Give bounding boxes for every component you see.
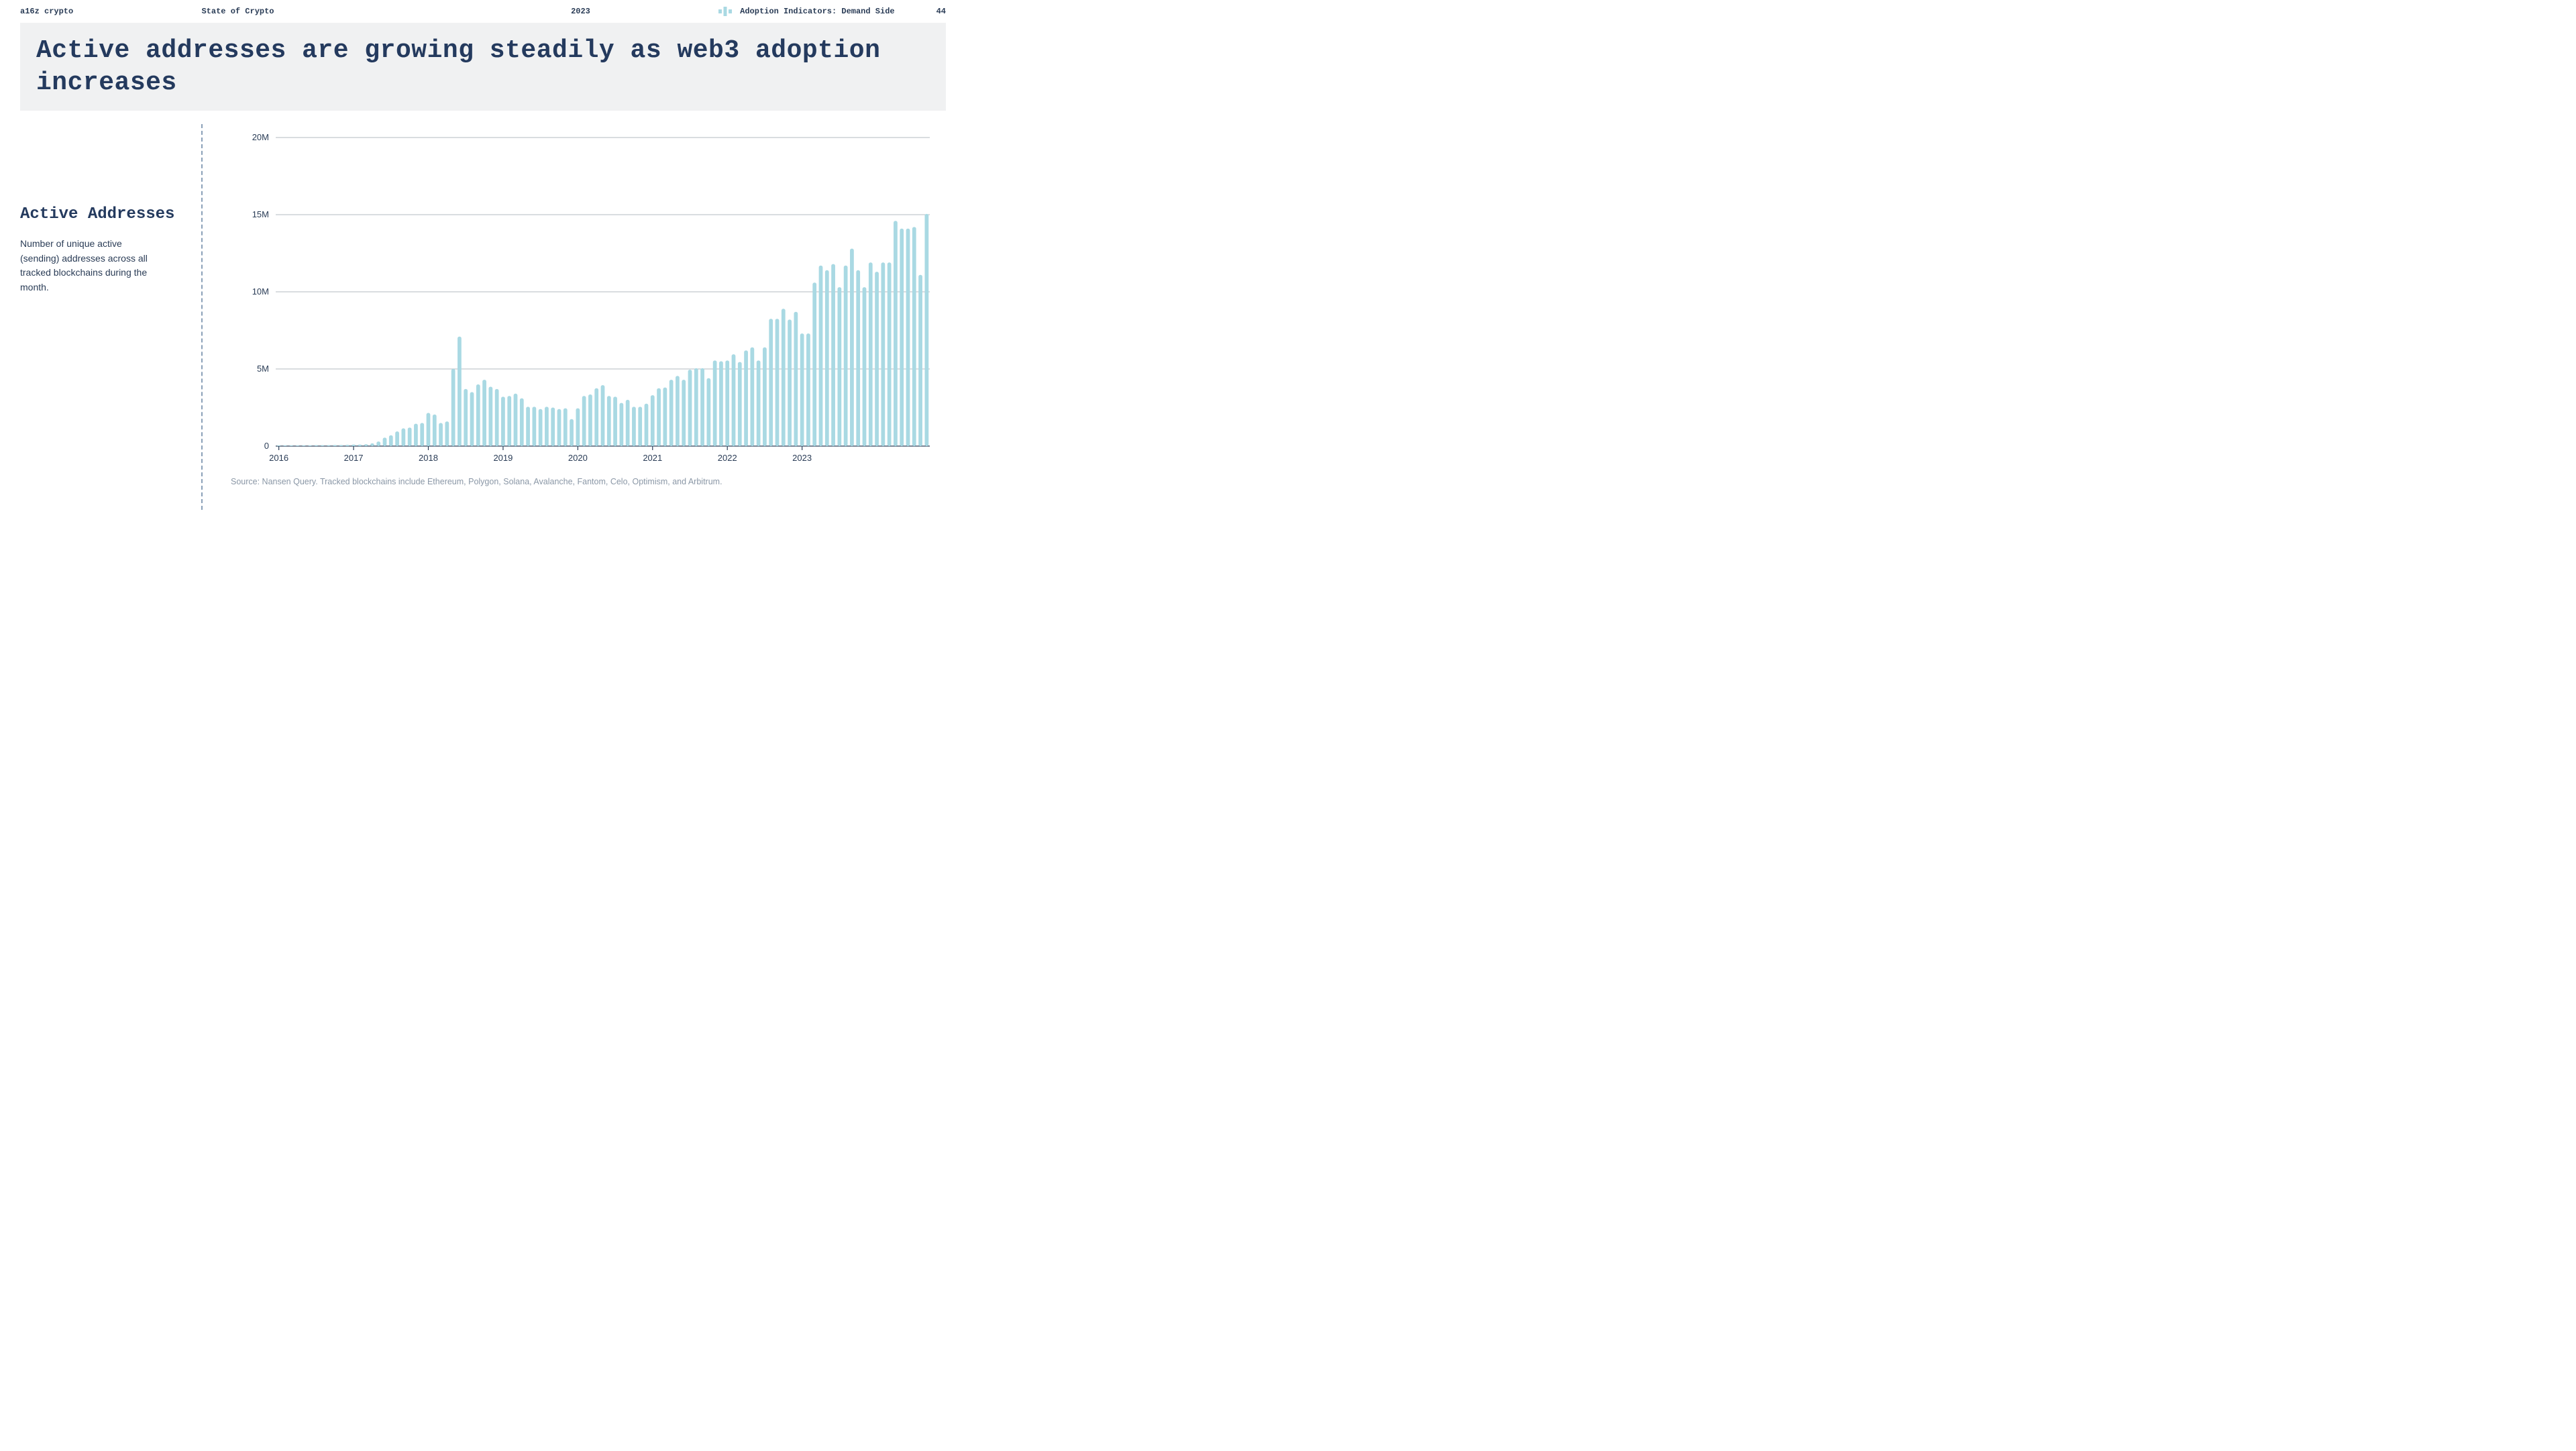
section-icon [718,7,732,16]
active-addresses-bar-chart: 0 5M 10M 15M 20M 2016 2017 2018 2019 2020 2021 2022… [229,124,946,473]
body-layout: Active Addresses Number of unique active… [0,111,966,506]
svg-text:2022: 2022 [718,453,737,463]
svg-text:20M: 20M [252,132,269,142]
page-title: Active addresses are growing steadily as… [36,35,930,99]
section-label: Adoption Indicators: Demand Side [740,7,894,16]
svg-text:2019: 2019 [493,453,513,463]
svg-text:2017: 2017 [344,453,364,463]
sidebar: Active Addresses Number of unique active… [20,124,201,506]
svg-text:2016: 2016 [269,453,288,463]
slide-page: a16z crypto State of Crypto 2023 Adoptio… [0,0,966,544]
report-year: 2023 [571,7,590,16]
svg-text:10M: 10M [252,286,269,297]
svg-text:15M: 15M [252,209,269,219]
svg-text:2021: 2021 [643,453,662,463]
svg-text:5M: 5M [257,364,269,374]
header-right: Adoption Indicators: Demand Side 44 [718,7,946,16]
chart-area: 0 5M 10M 15M 20M 2016 2017 2018 2019 2020 2021 2022… [203,124,946,506]
sidebar-description: Number of unique active (sending) addres… [20,237,154,295]
source-note: Source: Nansen Query. Tracked blockchain… [229,477,946,486]
page-number: 44 [936,7,946,16]
header-bar: a16z crypto State of Crypto 2023 Adoptio… [0,0,966,23]
sidebar-heading: Active Addresses [20,205,182,225]
svg-text:2023: 2023 [792,453,812,463]
brand-label: a16z crypto [20,7,73,16]
header-center: State of Crypto 2023 [73,7,718,16]
svg-text:0: 0 [264,441,269,451]
report-title: State of Crypto [201,7,274,16]
svg-text:2020: 2020 [568,453,588,463]
svg-text:2018: 2018 [419,453,438,463]
title-banner: Active addresses are growing steadily as… [20,23,946,111]
